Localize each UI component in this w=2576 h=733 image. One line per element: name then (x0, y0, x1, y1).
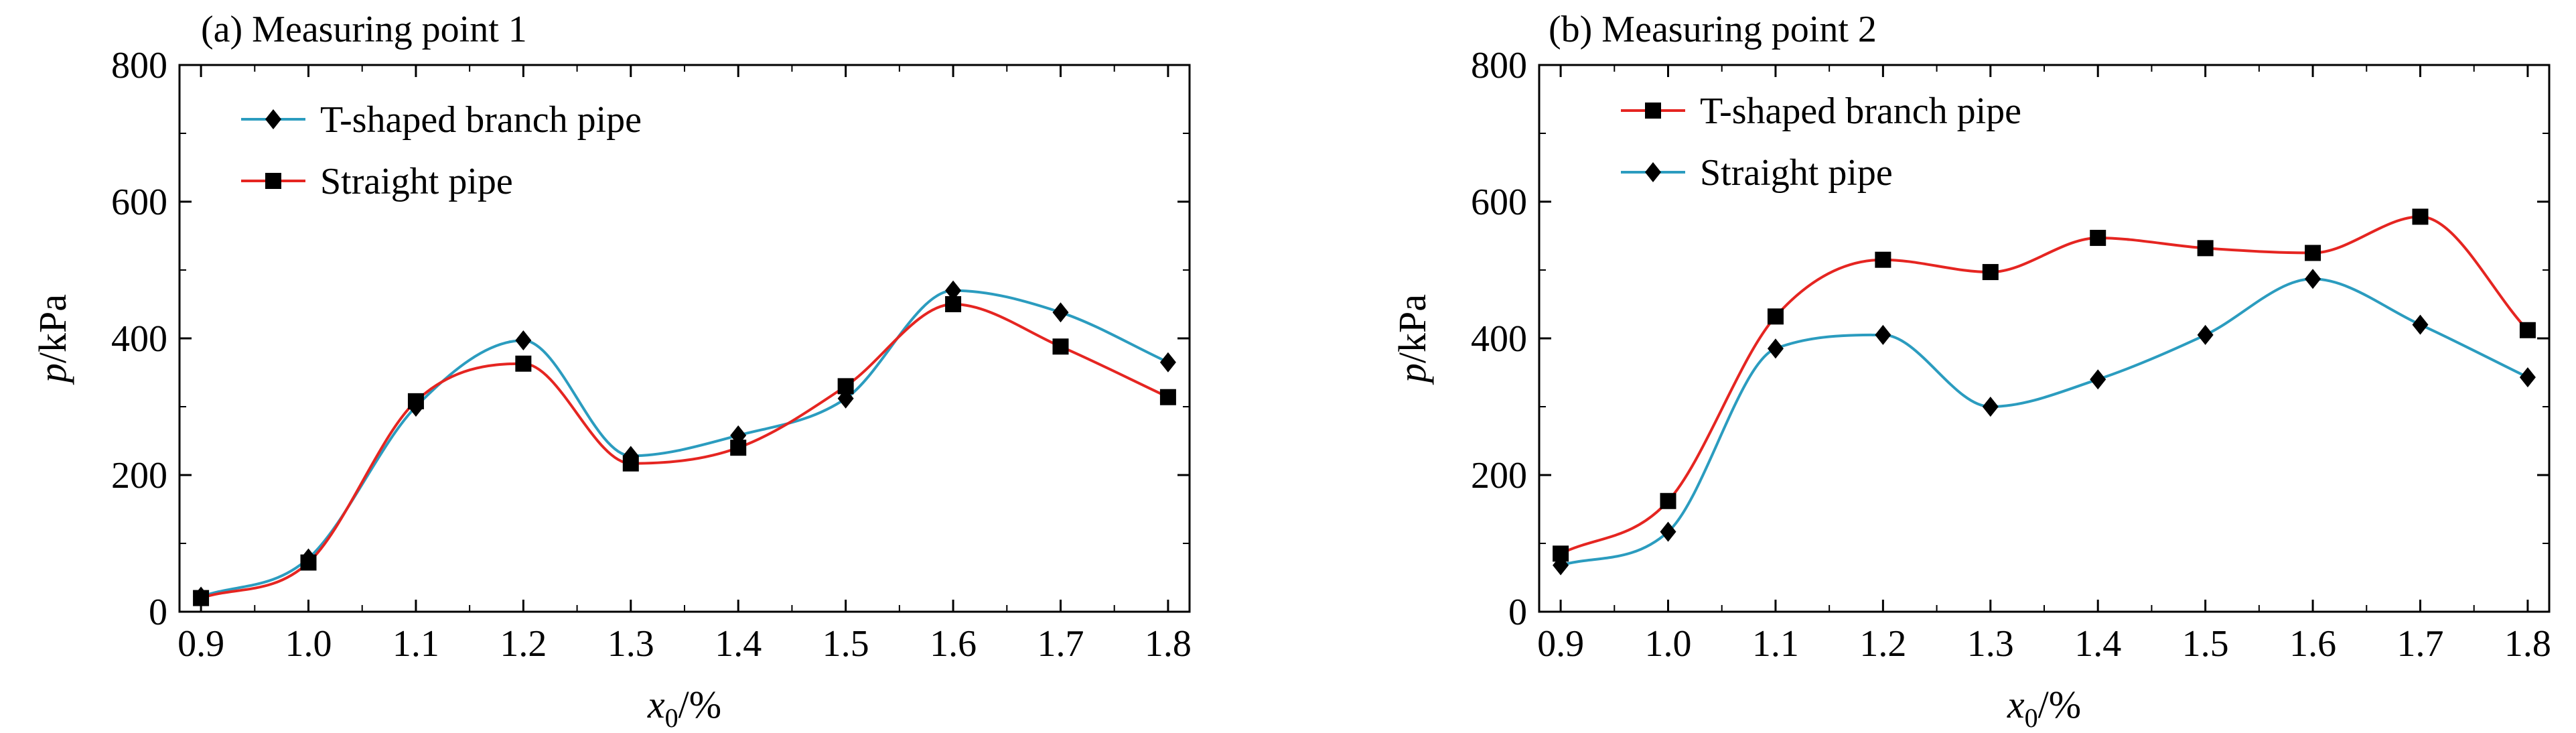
data-point-series-1 (2412, 208, 2429, 225)
y-tick-label: 600 (111, 182, 167, 223)
data-point-series-2 (1553, 555, 1569, 576)
chart-title: (a) Measuring point 1 (201, 9, 527, 50)
legend-label: Straight pipe (1700, 152, 1893, 194)
data-point-series-2 (1159, 389, 1176, 405)
data-point-series-1 (2305, 245, 2321, 261)
series-line-2 (1560, 277, 2528, 567)
x-tick-label: 1.1 (392, 623, 439, 665)
legend-marker (265, 109, 281, 129)
series-line-1 (1560, 215, 2529, 555)
data-point-series-1 (2519, 322, 2536, 338)
legend-label: T-shaped branch pipe (320, 99, 642, 141)
y-tick-label: 0 (149, 592, 167, 633)
data-point-series-2 (2519, 367, 2536, 388)
x-tick-label: 1.5 (822, 623, 869, 665)
plot-frame (178, 64, 1191, 613)
data-point-series-2 (837, 378, 854, 395)
x-tick-label: 1.0 (285, 623, 332, 665)
data-point-series-1 (1052, 302, 1069, 323)
data-point-series-2 (300, 554, 317, 571)
x-tick-label: 1.7 (2396, 623, 2443, 665)
x-tick-label: 1.3 (1967, 623, 2014, 665)
x-tick-label: 1.6 (2289, 623, 2336, 665)
y-axis-label: p/kPa (1390, 294, 1434, 385)
legend-marker (1645, 162, 1661, 182)
x-tick-label: 1.3 (607, 623, 654, 665)
data-point-series-1 (1767, 308, 1784, 325)
y-axis-label: p/kPa (31, 294, 74, 385)
y-tick-label: 400 (111, 318, 167, 360)
data-point-series-2 (622, 455, 639, 472)
y-tick-label: 800 (1471, 45, 1527, 86)
data-point-series-2 (2412, 314, 2429, 335)
panel-b: (b) Measuring point 2 0 200 400 600 800 0.9 1.0… (1390, 9, 2551, 733)
y-tick-label: 800 (111, 45, 167, 86)
data-point-series-2 (1982, 397, 1999, 417)
data-point-series-2 (2197, 324, 2214, 345)
x-tick-label: 1.0 (1645, 623, 1692, 665)
data-point-series-2 (1660, 521, 1676, 542)
x-tick-label: 1.1 (1752, 623, 1799, 665)
data-point-series-2 (1052, 338, 1069, 355)
x-tick-label: 1.2 (1859, 623, 1906, 665)
x-tick-label: 1.6 (930, 623, 977, 665)
legend-label: Straight pipe (320, 161, 513, 202)
legend-marker (1645, 103, 1661, 119)
x-tick-label: 0.9 (177, 623, 224, 665)
data-point-series-1 (515, 330, 532, 351)
panel-a: (a) Measuring point 1 0 200 400 600 800 0.9 1.0… (31, 9, 1192, 733)
x-tick-label: 1.4 (715, 623, 762, 665)
series-line-2 (200, 302, 1169, 600)
y-tick-label: 400 (1471, 318, 1527, 360)
x-axis-label: x0/% (2007, 683, 2081, 733)
legend-marker (265, 173, 281, 189)
data-point-series-2 (515, 355, 532, 372)
data-point-series-1 (1159, 352, 1176, 373)
data-point-series-2 (1767, 338, 1784, 359)
plot-frame (1538, 64, 2551, 613)
data-point-series-2 (407, 393, 424, 409)
x-tick-label: 1.2 (500, 623, 547, 665)
y-tick-label: 200 (1471, 455, 1527, 496)
data-point-series-1 (1875, 251, 1891, 268)
data-point-series-1 (1660, 492, 1676, 509)
series-line-1 (200, 289, 1169, 598)
data-point-series-2 (2305, 269, 2321, 289)
data-point-series-1 (2197, 240, 2214, 257)
data-point-series-2 (2090, 369, 2106, 390)
x-tick-label: 1.8 (2504, 623, 2551, 665)
data-point-series-1 (945, 280, 962, 301)
data-point-series-2 (730, 440, 747, 456)
x-tick-label: 0.9 (1537, 623, 1584, 665)
data-point-series-1 (1982, 264, 1999, 281)
x-tick-label: 1.4 (2074, 623, 2121, 665)
data-point-series-2 (193, 590, 210, 606)
x-tick-label: 1.5 (2182, 623, 2229, 665)
x-tick-label: 1.8 (1145, 623, 1192, 665)
data-point-series-1 (2090, 230, 2106, 247)
y-tick-label: 200 (111, 455, 167, 496)
y-tick-label: 0 (1508, 592, 1527, 633)
legend-label: T-shaped branch pipe (1700, 90, 2021, 132)
data-point-series-2 (945, 296, 962, 312)
x-axis-label: x0/% (647, 683, 721, 733)
y-tick-label: 600 (1471, 182, 1527, 223)
x-tick-label: 1.7 (1037, 623, 1084, 665)
chart-title: (b) Measuring point 2 (1549, 9, 1877, 50)
data-point-series-2 (1875, 324, 1891, 345)
